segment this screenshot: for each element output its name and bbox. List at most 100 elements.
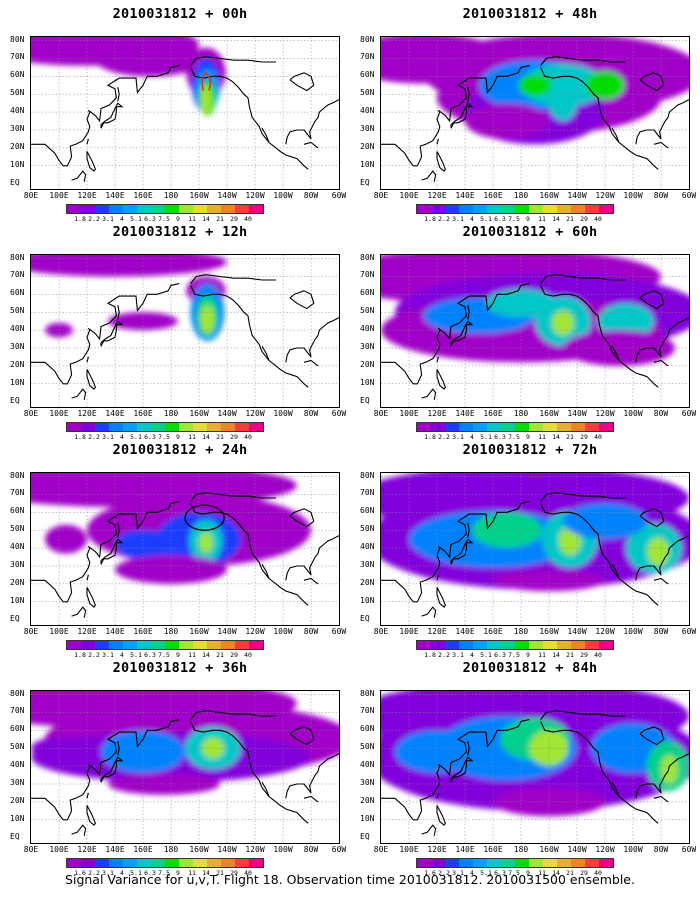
colorbar-label: 14 xyxy=(202,869,210,877)
colorbar-swatch xyxy=(571,859,585,867)
colorbar xyxy=(66,422,264,432)
colorbar-label: 11 xyxy=(188,215,196,223)
lat-tick-label: 10N xyxy=(10,595,25,605)
map-area xyxy=(380,690,690,844)
colorbar-swatch xyxy=(543,859,557,867)
lon-tick-label: 100E xyxy=(49,191,69,200)
colorbar-label: 29 xyxy=(230,215,238,223)
colorbar-label: 3.1 xyxy=(102,651,114,659)
colorbar-swatch xyxy=(599,205,613,213)
lat-tick-label: 80N xyxy=(360,34,375,44)
colorbar-swatch xyxy=(165,859,179,867)
lat-tick-label: 10N xyxy=(10,377,25,387)
lon-tick-label: 140W xyxy=(217,627,237,636)
colorbar-label: 9 xyxy=(176,651,180,659)
panel-title: 2010031812 + 24h xyxy=(112,442,248,458)
colorbar-label: 5.1 xyxy=(130,215,142,223)
colorbar-swatch xyxy=(123,423,137,431)
colorbar-swatch xyxy=(249,423,263,431)
colorbar-label: 4 xyxy=(120,215,124,223)
colorbar-label: 4 xyxy=(120,433,124,441)
lon-tick-label: 80E xyxy=(23,627,39,636)
variance-contour xyxy=(549,85,577,122)
colorbar-swatch xyxy=(179,641,193,649)
lat-tick-label: 70N xyxy=(10,270,25,280)
colorbar-label: 9 xyxy=(176,215,180,223)
lon-tick-label: 100W xyxy=(273,845,293,854)
colorbar-label: 3.1 xyxy=(452,215,464,223)
lat-tick-label: 70N xyxy=(360,706,375,716)
colorbar-swatch xyxy=(543,205,557,213)
colorbar-swatch xyxy=(151,859,165,867)
map-grid xyxy=(31,473,339,625)
colorbar-swatch xyxy=(67,859,81,867)
colorbar-swatch xyxy=(109,205,123,213)
lat-tick-label: 50N xyxy=(360,524,375,534)
colorbar-swatch xyxy=(109,423,123,431)
colorbar-swatch xyxy=(151,423,165,431)
coastlines xyxy=(31,492,339,618)
lon-tick-label: 140W xyxy=(567,627,587,636)
signal-variance-field xyxy=(381,37,689,145)
colorbar-label: 21 xyxy=(216,869,224,877)
lon-tick-label: 180 xyxy=(163,627,179,636)
colorbar-swatch xyxy=(543,641,557,649)
colorbar-label: 9 xyxy=(526,869,530,877)
colorbar-label: 6.3 xyxy=(144,215,156,223)
colorbar-swatch xyxy=(67,641,81,649)
map-grid xyxy=(381,37,689,189)
variance-contour xyxy=(199,532,213,554)
lon-tick-label: 140E xyxy=(455,409,475,418)
map-area xyxy=(30,254,340,408)
lon-tick-label: 60W xyxy=(681,191,697,200)
colorbar-swatch xyxy=(459,423,473,431)
lat-tick-label: 20N xyxy=(360,577,375,587)
map-grid xyxy=(31,691,339,843)
lon-tick-label: 160W xyxy=(539,191,559,200)
colorbar-swatch xyxy=(487,641,501,649)
colorbar-swatch xyxy=(221,859,235,867)
lat-tick-label: 80N xyxy=(10,688,25,698)
map-grid xyxy=(381,691,689,843)
colorbar-label: 40 xyxy=(594,433,602,441)
colorbar-swatch xyxy=(445,423,459,431)
colorbar-label: 3.1 xyxy=(452,651,464,659)
lon-tick-label: 180 xyxy=(163,845,179,854)
map-area xyxy=(380,254,690,408)
lat-tick-label: 70N xyxy=(360,52,375,62)
lat-tick-label: EQ xyxy=(10,831,20,841)
colorbar-swatch xyxy=(179,859,193,867)
colorbar-swatch xyxy=(81,641,95,649)
colorbar-label: 1.8 xyxy=(424,215,436,223)
colorbar-label: 14 xyxy=(552,869,560,877)
lon-tick-label: 120W xyxy=(245,845,265,854)
colorbar-label: 11 xyxy=(188,651,196,659)
colorbar-label: 4 xyxy=(470,215,474,223)
map-panel: 2010031812 + 48h 80N 70N 60N 50N 40N 30N 20N 10N… xyxy=(360,6,700,224)
colorbar-swatch xyxy=(557,205,571,213)
map-plot xyxy=(381,691,689,843)
map-area xyxy=(30,690,340,844)
map-panel: 2010031812 + 84h 80N 70N 60N 50N 40N 30N 20N 10N… xyxy=(360,660,700,878)
map-panel: 2010031812 + 72h 80N 70N 60N 50N 40N 30N 20N 10N… xyxy=(360,442,700,660)
lat-tick-label: 10N xyxy=(10,813,25,823)
figure-caption: Signal Variance for u,v,T. Flight 18. Ob… xyxy=(65,872,635,887)
lat-tick-label: EQ xyxy=(360,395,370,405)
colorbar-swatch xyxy=(235,859,249,867)
colorbar-label: 2.2 xyxy=(438,869,450,877)
signal-variance-field xyxy=(31,691,339,795)
colorbar-label: 40 xyxy=(244,869,252,877)
variance-contour xyxy=(31,255,227,277)
colorbar-label: 14 xyxy=(552,215,560,223)
lon-tick-label: 120E xyxy=(427,845,447,854)
colorbar-swatch xyxy=(501,859,515,867)
lon-tick-label: 100E xyxy=(399,845,419,854)
lat-tick-label: 30N xyxy=(10,341,25,351)
colorbar-label: 40 xyxy=(594,215,602,223)
lat-tick-label: 50N xyxy=(10,88,25,98)
lat-tick-label: 20N xyxy=(10,577,25,587)
colorbar-label: 7.5 xyxy=(508,651,520,659)
colorbar-label: 21 xyxy=(216,215,224,223)
colorbar-swatch xyxy=(207,641,221,649)
lon-tick-label: 60W xyxy=(331,627,347,636)
